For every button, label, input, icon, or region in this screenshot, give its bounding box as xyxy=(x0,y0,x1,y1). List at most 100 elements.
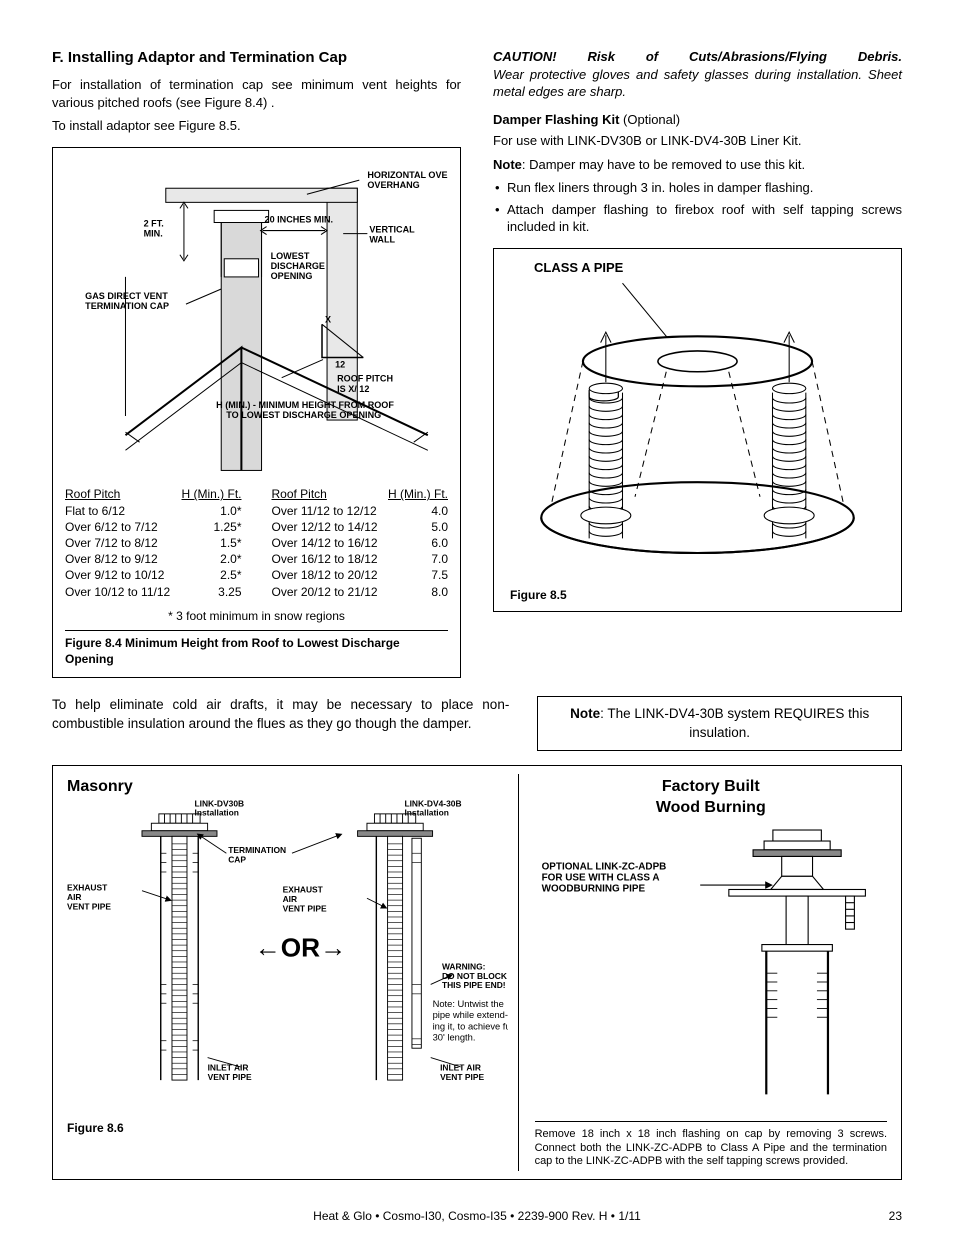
svg-text:OPENING: OPENING xyxy=(271,271,313,281)
svg-text:30' length.: 30' length. xyxy=(433,1033,476,1043)
label-untwist: Note: Untwist the xyxy=(433,999,504,1009)
figure-8-6-masonry: Masonry xyxy=(63,774,519,1171)
figure-8-4-footnote: * 3 foot minimum in snow regions xyxy=(65,608,448,624)
factory-note: Remove 18 inch x 18 inch flashing on cap… xyxy=(535,1121,887,1169)
th-h-min-2: H (Min.) Ft. xyxy=(388,486,448,502)
section-para-2: To install adaptor see Figure 8.5. xyxy=(52,117,461,135)
section-title: Installing Adaptor and Termination Cap xyxy=(68,49,347,66)
left-column: F. Installing Adaptor and Termination Ca… xyxy=(52,48,461,678)
table-row: Over 11/12 to 12/124.0 xyxy=(272,503,449,519)
svg-text:IS X/ 12: IS X/ 12 xyxy=(337,384,369,394)
section-heading: F. Installing Adaptor and Termination Ca… xyxy=(52,48,461,68)
factory-title-2: Wood Burning xyxy=(535,797,887,819)
or-label: ←OR→ xyxy=(254,933,346,963)
label-gas-direct: GAS DIRECT VENT xyxy=(85,291,168,301)
label-vertical-wall: VERTICAL xyxy=(369,224,415,234)
label-horizontal-overhang: HORIZONTAL OVERHANG xyxy=(367,170,448,180)
svg-text:VENT PIPE: VENT PIPE xyxy=(67,902,111,912)
svg-text:Installation: Installation xyxy=(404,808,448,818)
th-roof-pitch-2: Roof Pitch xyxy=(272,486,327,502)
caution-body: Wear protective gloves and safety glasse… xyxy=(493,66,902,101)
svg-text:MIN.: MIN. xyxy=(144,229,163,239)
svg-text:VENT PIPE: VENT PIPE xyxy=(440,1072,484,1082)
figure-8-6-caption: Figure 8.6 xyxy=(67,1117,508,1136)
figure-8-6-factory: Factory Built Wood Burning xyxy=(525,774,891,1171)
table-head-2: Roof Pitch H (Min.) Ft. xyxy=(272,486,449,502)
footer-spacer xyxy=(52,1208,92,1224)
right-column: CAUTION! Risk of Cuts/Abrasions/Flying D… xyxy=(493,48,902,678)
top-columns: F. Installing Adaptor and Termination Ca… xyxy=(52,48,902,678)
svg-text:DISCHARGE: DISCHARGE xyxy=(271,261,325,271)
note-label: Note xyxy=(570,706,600,721)
label-h-min: H (MIN.) - MINIMUM HEIGHT FROM ROOF xyxy=(216,400,394,410)
page-footer: Heat & Glo • Cosmo-I30, Cosmo-I35 • 2239… xyxy=(52,1208,902,1224)
table-col-2: Roof Pitch H (Min.) Ft. Over 11/12 to 12… xyxy=(272,486,449,599)
figure-8-4-table: Roof Pitch H (Min.) Ft. Flat to 6/121.0*… xyxy=(65,486,448,599)
table-row: Over 9/12 to 10/122.5* xyxy=(65,567,242,583)
table-row: Over 6/12 to 7/121.25* xyxy=(65,519,242,535)
note-body: : The LINK-DV4-30B system REQUIRES this … xyxy=(600,706,869,739)
figure-8-5-svg xyxy=(510,278,885,580)
caution-heading: CAUTION! Risk of Cuts/Abrasions/Flying D… xyxy=(493,48,902,66)
svg-text:CAP: CAP xyxy=(228,855,246,865)
figure-8-5-caption: Figure 8.5 xyxy=(510,587,885,603)
table-row: Over 12/12 to 14/125.0 xyxy=(272,519,449,535)
figure-8-4-caption: Figure 8.4 Minimum Height from Roof to L… xyxy=(65,630,448,667)
table-row: Over 14/12 to 16/126.0 xyxy=(272,535,449,551)
table-col-1: Roof Pitch H (Min.) Ft. Flat to 6/121.0*… xyxy=(65,486,242,599)
svg-text:THIS PIPE END!: THIS PIPE END! xyxy=(442,981,506,991)
table-row: Over 10/12 to 11/123.25 xyxy=(65,584,242,600)
svg-text:Installation: Installation xyxy=(194,808,238,818)
table-head-1: Roof Pitch H (Min.) Ft. xyxy=(65,486,242,502)
list-item: Run flex liners through 3 in. holes in d… xyxy=(493,179,902,197)
damper-p1: For use with LINK-DV30B or LINK-DV4-30B … xyxy=(493,132,902,150)
figure-8-5-title: CLASS A PIPE xyxy=(534,259,885,277)
svg-text:WOODBURNING PIPE: WOODBURNING PIPE xyxy=(541,884,645,895)
damper-optional: (Optional) xyxy=(619,112,680,127)
figure-8-6: Masonry xyxy=(52,765,902,1180)
insulation-row: To help eliminate cold air drafts, it ma… xyxy=(52,696,902,750)
svg-text:OVERHANG: OVERHANG xyxy=(367,180,419,190)
damper-note-label: Note xyxy=(493,157,522,172)
masonry-svg: LINK-DV30B Installation EXHAUST AIR VENT… xyxy=(67,797,508,1106)
table-row: Over 8/12 to 9/122.0* xyxy=(65,551,242,567)
list-item: Attach damper flashing to firebox roof w… xyxy=(493,201,902,236)
svg-text:WALL: WALL xyxy=(369,235,395,245)
label-20in-min: 20 INCHES MIN. xyxy=(265,214,334,224)
th-h-min: H (Min.) Ft. xyxy=(182,486,242,502)
figure-8-4: HORIZONTAL OVERHANG OVERHANG 2 FT. MIN. … xyxy=(52,147,461,678)
factory-title-1: Factory Built xyxy=(535,776,887,798)
insulation-text: To help eliminate cold air drafts, it ma… xyxy=(52,696,509,750)
svg-text:TO LOWEST DISCHARGE OPENING: TO LOWEST DISCHARGE OPENING xyxy=(226,410,381,420)
section-para-1: For installation of termination cap see … xyxy=(52,76,461,111)
svg-text:VENT PIPE: VENT PIPE xyxy=(283,904,327,914)
section-letter: F. xyxy=(52,49,64,66)
svg-text:ing it, to achieve full: ing it, to achieve full xyxy=(433,1022,508,1032)
footer-center: Heat & Glo • Cosmo-I30, Cosmo-I35 • 2239… xyxy=(92,1208,862,1224)
label-lowest-discharge: LOWEST xyxy=(271,251,310,261)
table-row: Flat to 6/121.0* xyxy=(65,503,242,519)
label-x: X xyxy=(325,314,331,324)
damper-bullets: Run flex liners through 3 in. holes in d… xyxy=(493,179,902,236)
damper-title: Damper Flashing Kit xyxy=(493,112,619,127)
figure-8-5: CLASS A PIPE xyxy=(493,248,902,612)
svg-text:VENT PIPE: VENT PIPE xyxy=(208,1072,252,1082)
table-row: Over 20/12 to 21/128.0 xyxy=(272,584,449,600)
table-row: Over 16/12 to 18/127.0 xyxy=(272,551,449,567)
svg-text:FOR USE WITH CLASS A: FOR USE WITH CLASS A xyxy=(541,873,659,884)
label-2ft-min: 2 FT. xyxy=(144,218,164,228)
label-roof-pitch: ROOF PITCH xyxy=(337,374,393,384)
insulation-note-box: Note: The LINK-DV4-30B system REQUIRES t… xyxy=(537,696,902,750)
factory-svg: OPTIONAL LINK-ZC-ADPB FOR USE WITH CLASS… xyxy=(535,819,887,1116)
table-row: Over 7/12 to 8/121.5* xyxy=(65,535,242,551)
footer-page-number: 23 xyxy=(862,1208,902,1224)
damper-note: Note: Damper may have to be removed to u… xyxy=(493,156,902,174)
table-row: Over 18/12 to 20/127.5 xyxy=(272,567,449,583)
damper-heading: Damper Flashing Kit (Optional) xyxy=(493,111,902,129)
th-roof-pitch: Roof Pitch xyxy=(65,486,120,502)
damper-note-text: : Damper may have to be removed to use t… xyxy=(522,157,805,172)
svg-text:pipe while extend-: pipe while extend- xyxy=(433,1011,508,1021)
masonry-title: Masonry xyxy=(67,776,508,798)
svg-text:TERMINATION CAP: TERMINATION CAP xyxy=(85,301,169,311)
figure-8-4-svg: HORIZONTAL OVERHANG OVERHANG 2 FT. MIN. … xyxy=(65,158,448,481)
